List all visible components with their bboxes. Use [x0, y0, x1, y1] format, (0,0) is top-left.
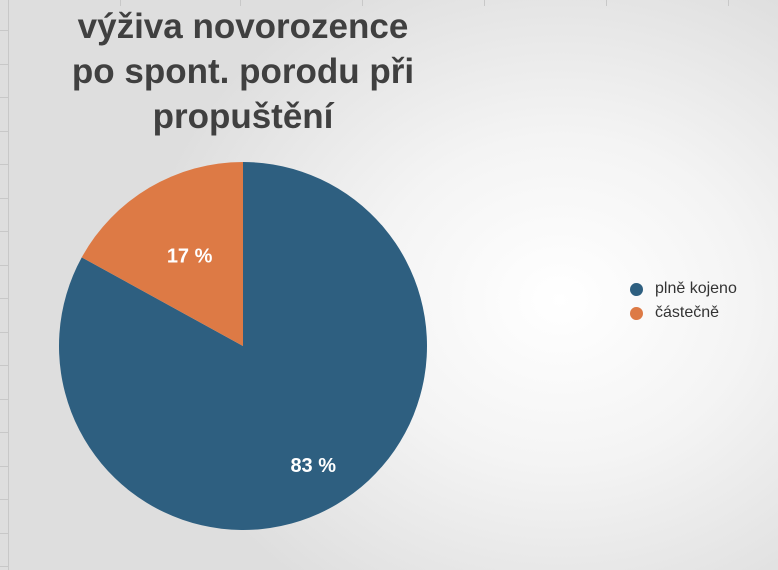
sheet-col-tick — [120, 0, 121, 6]
pie-slice-label-1: 17 % — [167, 246, 213, 268]
chart-title-line-3: propuštění — [152, 97, 334, 136]
sheet-row-tick — [0, 499, 8, 500]
sheet-row-tick — [0, 566, 8, 567]
chart-legend: plně kojeno částečně — [630, 277, 737, 325]
pie-slice-label-0: 83 % — [290, 455, 336, 477]
sheet-row-tick — [0, 265, 8, 266]
sheet-col-tick — [362, 0, 363, 6]
sheet-row-tick — [0, 533, 8, 534]
pie-slice-0 — [58, 162, 427, 530]
chart-title-line-2: po spont. porodu při — [71, 52, 415, 91]
sheet-row-tick — [0, 30, 8, 31]
pie-slice-1 — [81, 162, 243, 346]
sheet-col-tick — [484, 0, 485, 6]
sheet-row-tick — [0, 198, 8, 199]
legend-swatch-plne-kojeno — [630, 282, 643, 296]
legend-swatch-castecne — [630, 306, 643, 320]
sheet-row-tick — [0, 466, 8, 467]
sheet-row-tick — [0, 231, 8, 232]
legend-label-castecne: částečně — [655, 304, 720, 321]
sheet-row-tick — [0, 298, 8, 299]
sheet-grid-border — [8, 0, 9, 570]
legend-item-plne-kojeno: plně kojeno — [630, 277, 737, 301]
sheet-row-tick — [0, 164, 8, 165]
legend-item-castecne: částečně — [630, 301, 737, 325]
sheet-row-tick — [0, 97, 8, 98]
sheet-col-tick — [240, 0, 241, 6]
sheet-row-tick — [0, 399, 8, 400]
chart-title: výživa novorozence po spont. porodu při … — [30, 4, 456, 139]
chart-title-line-1: výživa novorozence — [77, 7, 409, 46]
sheet-col-tick — [606, 0, 607, 6]
sheet-col-tick — [728, 0, 729, 6]
sheet-row-tick — [0, 64, 8, 65]
sheet-row-tick — [0, 365, 8, 366]
sheet-row-tick — [0, 131, 8, 132]
sheet-row-tick — [0, 432, 8, 433]
sheet-row-tick — [0, 332, 8, 333]
legend-label-plne-kojeno: plně kojeno — [655, 280, 737, 297]
